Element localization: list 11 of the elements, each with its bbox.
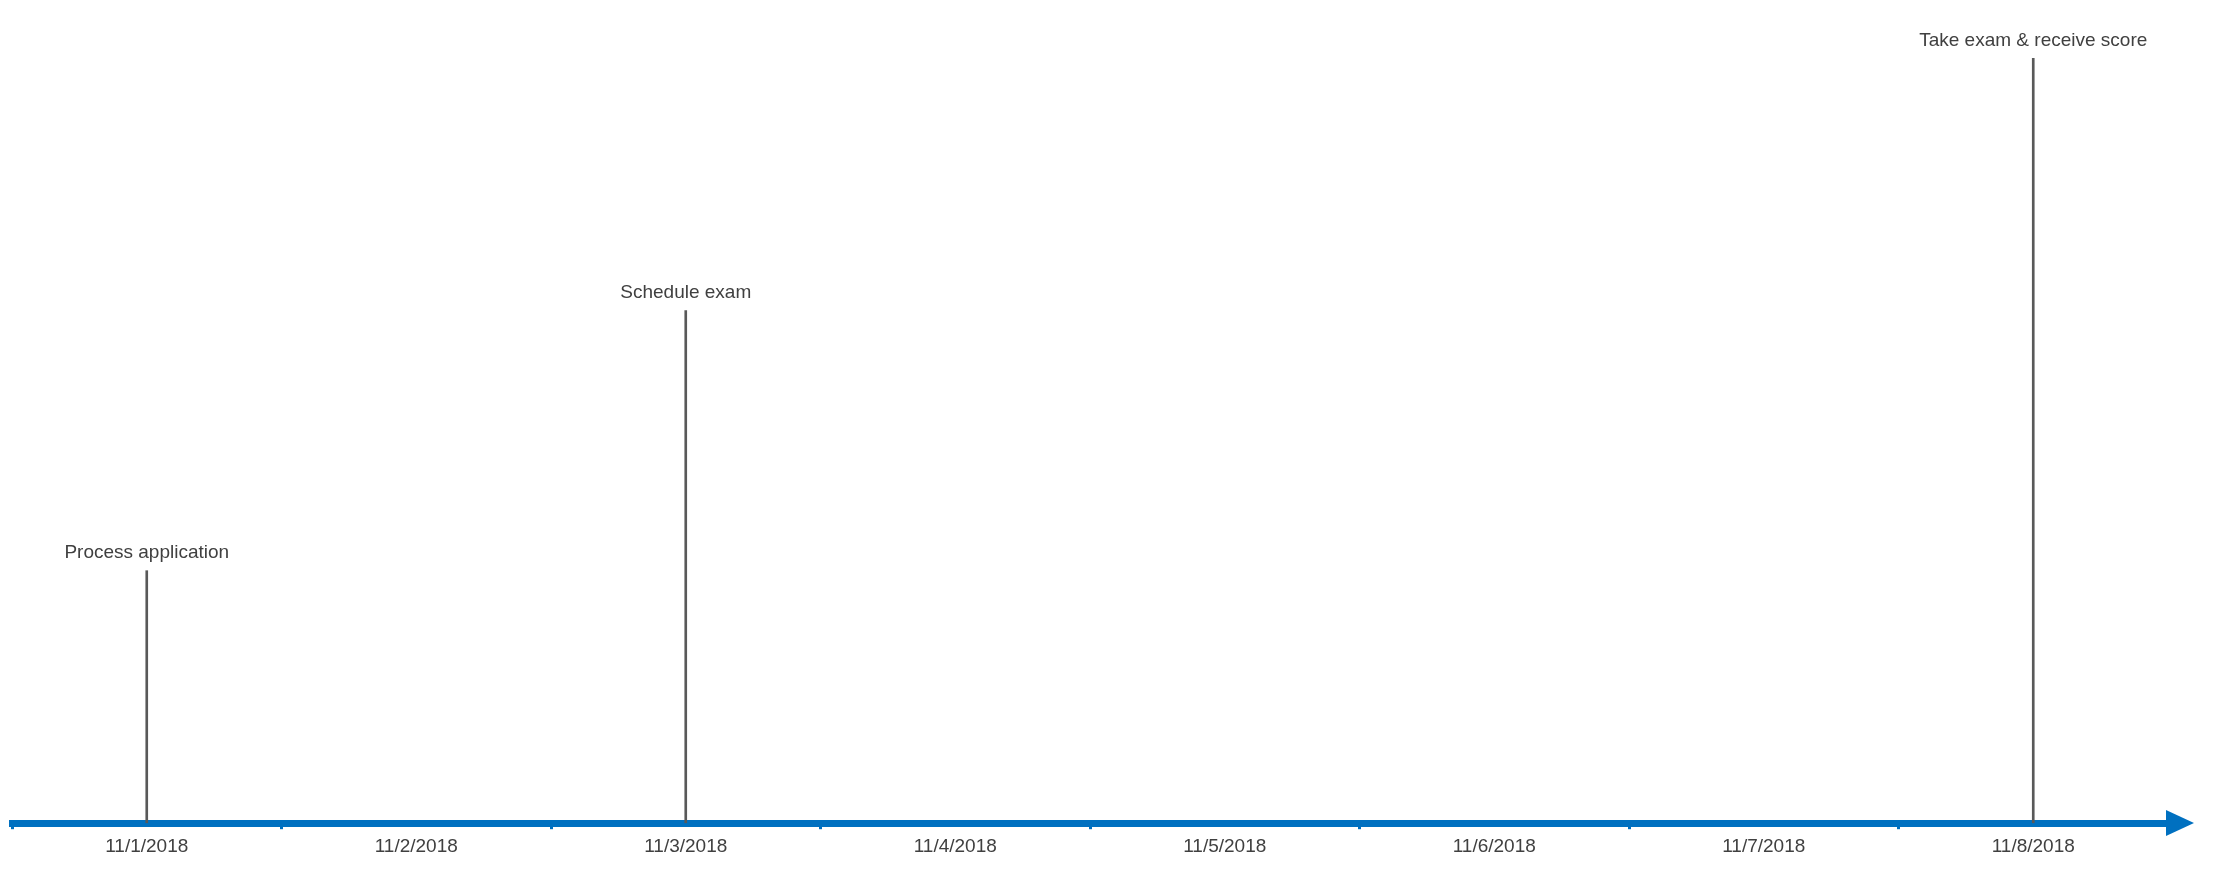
annotation: Schedule exam (620, 281, 752, 303)
x-tick-label: 11/1/2018 (105, 834, 189, 856)
x-tick-label: 11/2/2018 (374, 834, 458, 856)
annotation: Take exam & receive score (1919, 28, 2148, 50)
x-tick-label: 11/5/2018 (1183, 834, 1267, 856)
x-tick-label: 11/6/2018 (1452, 834, 1536, 856)
x-tick-label: 11/3/2018 (644, 834, 728, 856)
annotation: Process application (64, 541, 230, 563)
x-tick-label: 11/7/2018 (1722, 834, 1806, 856)
x-tick-label: 11/8/2018 (1991, 834, 2075, 856)
x-tick-label: 11/4/2018 (913, 834, 997, 856)
